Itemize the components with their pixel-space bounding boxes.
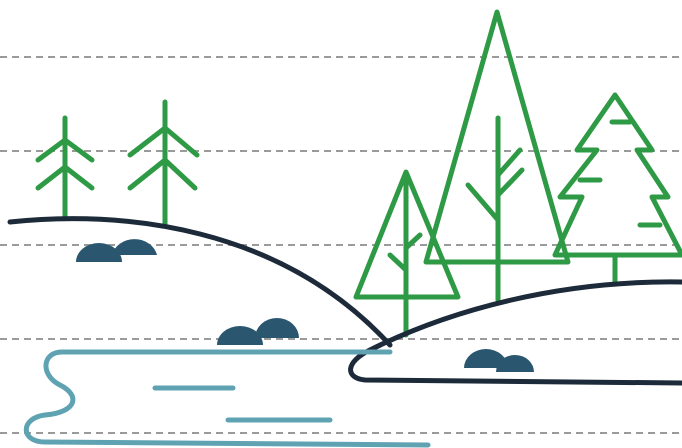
guide-lines <box>0 56 682 434</box>
right-hill <box>348 279 682 386</box>
tree-shape <box>127 99 200 228</box>
rock <box>496 355 534 372</box>
rock <box>464 349 508 368</box>
left-hill <box>7 216 393 348</box>
pine-tree <box>552 92 682 285</box>
triangle-tree <box>353 169 461 338</box>
small-tree <box>127 99 200 228</box>
rock <box>217 326 263 345</box>
tall-tree <box>423 9 571 303</box>
rocks <box>76 239 534 372</box>
tree-shape <box>35 115 95 221</box>
river <box>23 349 431 448</box>
small-tree <box>35 115 95 221</box>
rock <box>76 243 122 262</box>
rock <box>255 318 299 338</box>
rock <box>112 239 157 255</box>
